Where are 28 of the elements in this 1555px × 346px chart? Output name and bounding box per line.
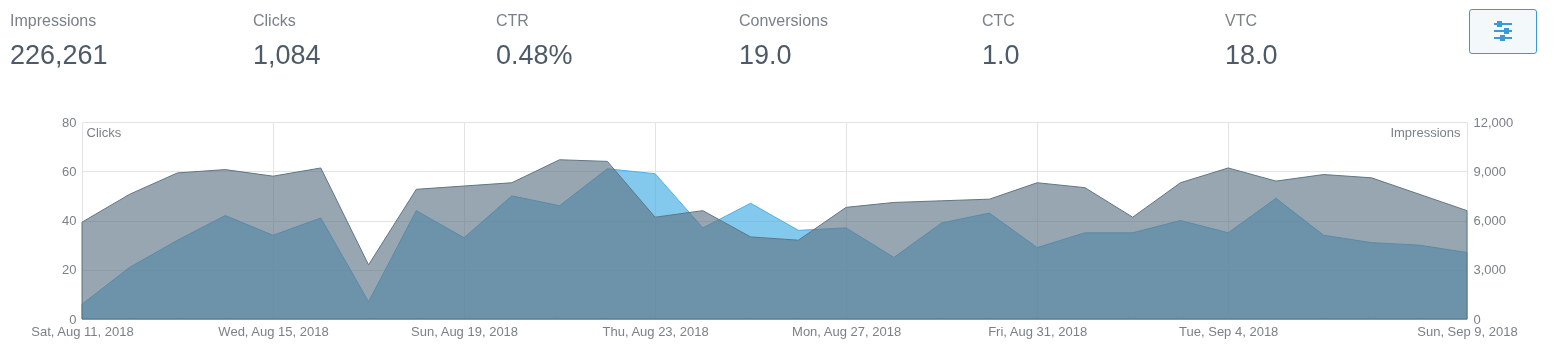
category-label: VTC (1225, 12, 1257, 29)
y-tick-label: 80 (62, 114, 77, 130)
text: 18.0 (1225, 40, 1278, 70)
text: 1,084 (253, 40, 321, 70)
category-label: Clicks (253, 12, 296, 29)
y2-tick-label: 9,000 (1473, 163, 1507, 179)
text: 226,261 (10, 40, 108, 70)
x-tick-label: Fri, Aug 31, 2018 (988, 323, 1088, 339)
text: 1.0 (982, 40, 1020, 70)
category-label: Conversions (739, 12, 828, 29)
category-label: CTR (496, 12, 529, 29)
category-label: Impressions (10, 12, 97, 29)
text: 0.48% (496, 40, 573, 70)
text: 19.0 (739, 40, 792, 70)
x-tick-label: Thu, Aug 23, 2018 (602, 323, 709, 339)
y2-tick-label: 3,000 (1473, 262, 1507, 278)
y2-axis-title: Impressions (1390, 124, 1461, 140)
y2-tick-label: 6,000 (1473, 213, 1507, 228)
x-tick-label: Wed, Aug 15, 2018 (218, 323, 329, 339)
x-tick-label: Mon, Aug 27, 2018 (792, 323, 902, 339)
y2-tick-label: 12,000 (1473, 114, 1514, 130)
y-axis-title: Clicks (86, 124, 122, 140)
category-label: CTC (982, 12, 1015, 29)
x-tick-label: Tue, Sep 4, 2018 (1179, 323, 1279, 339)
y-tick-label: 20 (62, 262, 77, 278)
x-tick-label: Sun, Aug 19, 2018 (411, 323, 519, 339)
y-tick-label: 60 (62, 163, 77, 179)
y-tick-label: 40 (62, 213, 77, 228)
